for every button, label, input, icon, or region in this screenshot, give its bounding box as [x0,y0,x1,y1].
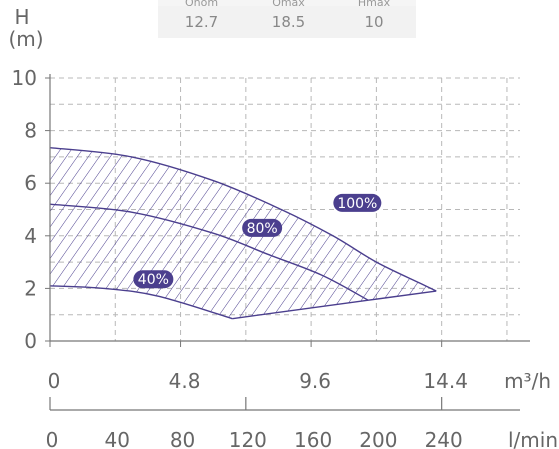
x-tick-label-lmin: 160 [294,428,332,449]
x-tick-label-lmin: 40 [105,428,130,449]
lower-bound-line [232,290,437,320]
spec-header-qmax: Qmax [245,0,332,6]
x-tick-label-lmin: 200 [359,428,397,449]
x-axis-unit-m3h: m³/h [504,369,551,393]
spec-header-hmax: Hmax [332,0,416,6]
spec-table: Qnom Qmax Hmax 12.7 18.5 10 [158,0,416,38]
spec-value-qnom: 12.7 [158,6,245,38]
operating-range-hatch [50,147,437,319]
badge-100pct [333,193,382,212]
x-tick-label-m3h: 4.8 [169,369,201,393]
y-tick-label: 8 [24,119,37,143]
badge-40pct [133,270,174,289]
y-tick-labels: 10 8 6 4 2 0 [12,66,50,353]
x-tick-label-lmin: 0 [46,428,59,449]
x-axis-m3h: 0 4.8 9.6 14.4 m³/h [48,341,551,393]
y-tick-label: 2 [24,276,37,300]
x-tick-label-m3h: 14.4 [423,369,468,393]
spec-value-hmax: 10 [332,6,416,38]
spec-table-header-row: Qnom Qmax Hmax [158,0,416,6]
y-tick-label: 6 [24,171,37,195]
spec-table-value-row: 12.7 18.5 10 [158,6,416,38]
y-tick-label: 10 [12,66,37,90]
badge-label: 40% [138,272,169,288]
y-axis-label-h: H [14,5,29,29]
x-tick-label-lmin: 120 [229,428,267,449]
y-tick-label: 4 [24,224,37,248]
spec-value-qmax: 18.5 [245,6,332,38]
curve-80pct [49,203,369,301]
spec-header-qnom: Qnom [158,0,245,6]
x-tick-label-m3h: 9.6 [299,369,331,393]
performance-curves [49,146,437,320]
x-tick-label-lmin: 80 [170,428,195,449]
badge-label: 80% [247,221,278,237]
curve-badges: 100% 80% 40% [133,193,382,289]
curve-40pct [49,285,233,320]
x-tick-label-lmin: 240 [425,428,463,449]
axes [49,74,530,342]
badge-80pct [242,218,283,237]
y-tick-label: 0 [24,329,37,353]
x-tick-label-m3h: 0 [48,369,61,393]
curve-100pct [49,146,437,292]
badge-label: 100% [337,196,377,212]
x-axis-lmin: 0 40 80 120 160 200 240 l/min [46,397,558,449]
y-axis-unit: (m) [8,27,43,51]
x-axis-unit-lmin: l/min [508,428,558,449]
hatched-area [50,147,437,319]
